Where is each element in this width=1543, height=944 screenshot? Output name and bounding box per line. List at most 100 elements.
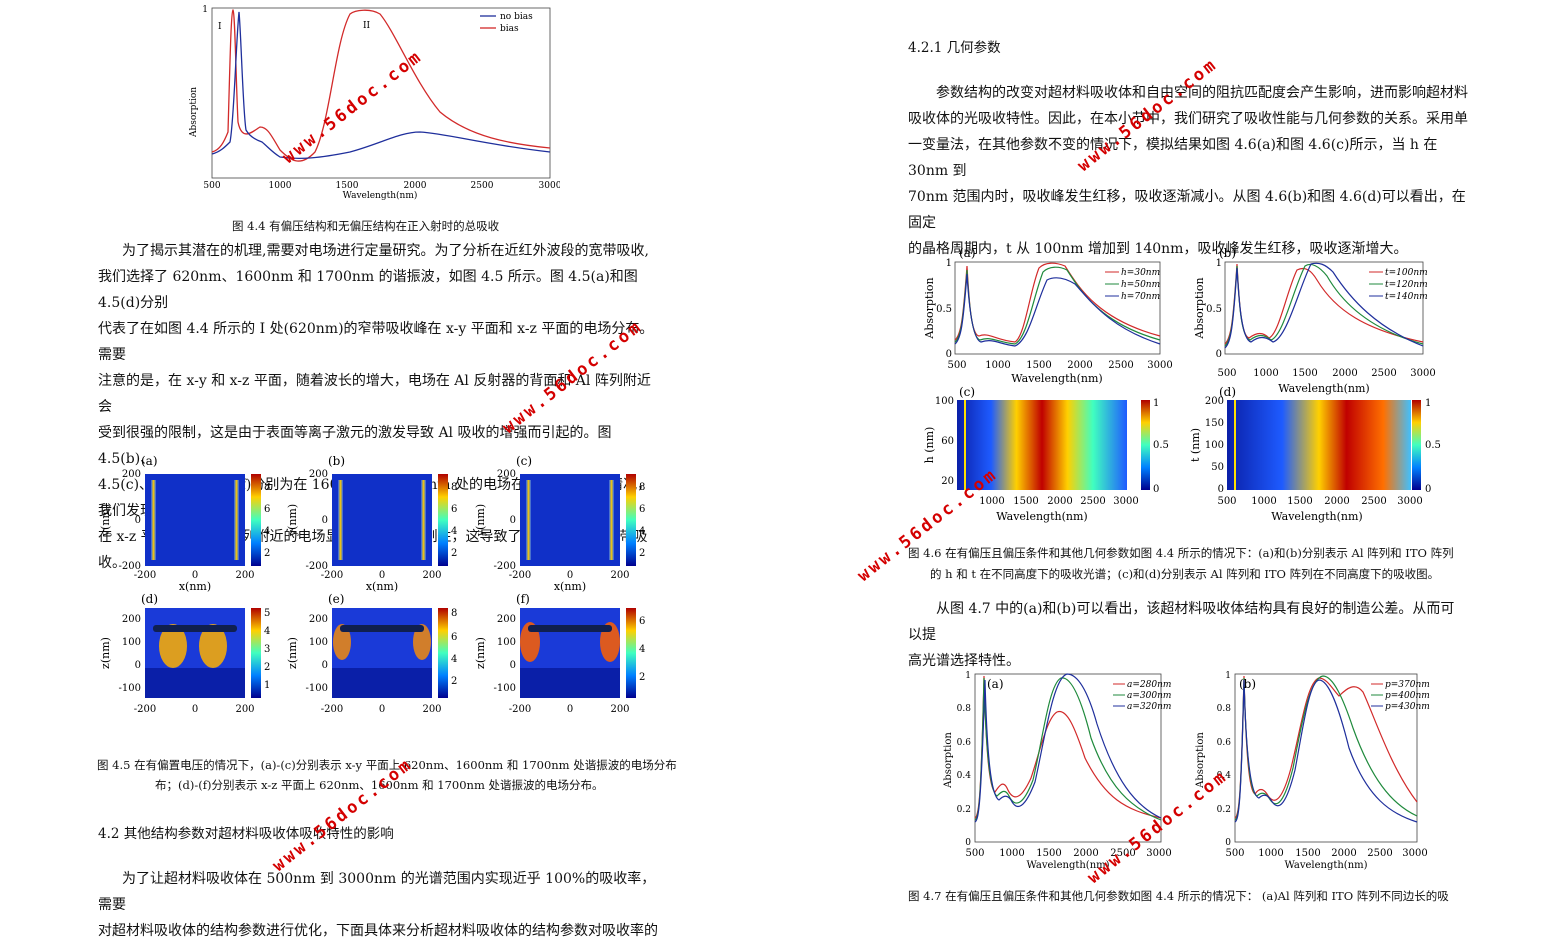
svg-text:0: 0 [135, 515, 141, 526]
svg-text:6: 6 [451, 504, 457, 515]
fig44-caption: 图 4.4 有偏压结构和无偏压结构在正入射时的总吸收 [232, 219, 500, 233]
svg-text:2000: 2000 [1067, 360, 1092, 371]
svg-text:0.4: 0.4 [957, 771, 972, 781]
svg-text:3000: 3000 [1410, 368, 1435, 379]
fig46-caption-line2: 的 h 和 t 在不同高度下的吸收光谱；(c)和(d)分别表示 Al 阵列和 I… [930, 567, 1440, 581]
svg-text:1000: 1000 [1251, 496, 1276, 507]
svg-text:0: 0 [965, 838, 971, 848]
svg-text:2: 2 [264, 662, 270, 673]
svg-text:0: 0 [567, 704, 573, 715]
svg-text:y(nm): y(nm) [99, 504, 112, 537]
fig46a-curve-h50 [954, 266, 1161, 345]
svg-text:200: 200 [235, 570, 254, 581]
svg-text:100: 100 [497, 637, 516, 648]
svg-text:-100: -100 [494, 683, 516, 694]
svg-text:6: 6 [639, 504, 645, 515]
fig44-mark-i: I [218, 22, 222, 32]
svg-text:2: 2 [639, 672, 645, 683]
svg-text:1500: 1500 [336, 181, 359, 191]
svg-text:200: 200 [497, 614, 516, 625]
svg-text:8: 8 [451, 482, 457, 493]
fig45-ylabels: y(nm) y(nm) y(nm) z(nm) z(nm) z(nm) [99, 504, 487, 669]
fig47-legends: a=280nm a=300nm a=320nm p=370nm p=400nm … [1113, 680, 1430, 712]
svg-text:x(nm): x(nm) [554, 580, 586, 593]
svg-text:0: 0 [946, 349, 952, 360]
svg-text:-200: -200 [321, 570, 343, 581]
fig-4-5-field-maps: (a) (b) (c) (d) (e) (f) y(nm) y(nm) y(nm… [99, 454, 645, 715]
fig46-legends: h=30nm h=50nm h=70nm t=100nm t=120nm t=1… [1105, 268, 1428, 302]
svg-text:0.2: 0.2 [957, 805, 971, 815]
svg-text:(e): (e) [328, 592, 344, 606]
svg-text:a=300nm: a=300nm [1127, 691, 1171, 701]
svg-text:0.6: 0.6 [1217, 738, 1232, 748]
svg-text:-200: -200 [134, 704, 156, 715]
fig44-ytick: 1 [202, 5, 208, 15]
svg-text:500: 500 [1217, 368, 1236, 379]
svg-text:y(nm): y(nm) [286, 504, 299, 537]
fig47b-curve-p430 [1234, 679, 1418, 823]
svg-text:3000: 3000 [539, 181, 560, 191]
fig44-curve-no-bias [211, 11, 551, 160]
svg-text:2000: 2000 [1324, 496, 1349, 507]
svg-text:20: 20 [941, 476, 954, 487]
svg-text:-200: -200 [509, 704, 531, 715]
svg-text:z(nm): z(nm) [474, 637, 487, 669]
svg-text:3000: 3000 [1113, 496, 1138, 507]
svg-text:200: 200 [422, 570, 441, 581]
fig46b-curve-t140 [1224, 262, 1424, 349]
svg-text:200: 200 [122, 614, 141, 625]
svg-text:-200: -200 [494, 561, 516, 572]
svg-text:1000: 1000 [1258, 848, 1283, 859]
svg-text:8: 8 [264, 482, 270, 493]
fig46-axis-labels: Absorption Absorption Wavelength(nm) Wav… [923, 277, 1370, 523]
svg-text:4: 4 [639, 526, 645, 537]
svg-text:Wavelength(nm): Wavelength(nm) [1284, 860, 1367, 871]
svg-text:3000: 3000 [1147, 360, 1172, 371]
svg-text:1000: 1000 [999, 848, 1024, 859]
svg-text:1: 1 [946, 258, 952, 269]
svg-text:(a): (a) [959, 246, 976, 260]
svg-text:2000: 2000 [1047, 496, 1072, 507]
svg-text:1500: 1500 [1292, 368, 1317, 379]
svg-text:0: 0 [567, 570, 573, 581]
fig44-legend-bias: bias [500, 24, 519, 34]
svg-text:z(nm): z(nm) [99, 637, 112, 669]
svg-text:0.2: 0.2 [1217, 805, 1231, 815]
fig45-caption-line2: 布；(d)-(f)分别表示 x-z 平面上 620nm、1600nm 和 170… [155, 778, 604, 792]
svg-text:1000: 1000 [269, 181, 292, 191]
svg-text:(d): (d) [141, 592, 158, 606]
svg-text:2: 2 [264, 548, 270, 559]
fig47-caption: 图 4.7 在有偏压且偏压条件和其他几何参数如图 4.4 所示的情况下： (a)… [908, 889, 1449, 903]
fig45-panel-labels: (a) (b) (c) (d) (e) (f) [141, 454, 532, 606]
fig-4-4-chart: Absorption 1 500 1000 1500 2000 2500 300… [189, 5, 560, 201]
svg-text:p=370nm: p=370nm [1385, 680, 1430, 690]
svg-text:1000: 1000 [985, 360, 1010, 371]
svg-text:(c): (c) [516, 454, 532, 468]
panel-b [332, 474, 448, 566]
svg-text:100: 100 [1205, 440, 1224, 451]
svg-text:2500: 2500 [1361, 496, 1386, 507]
fig47b-curve-p400 [1234, 675, 1418, 821]
svg-text:2: 2 [451, 676, 457, 687]
svg-text:4: 4 [451, 654, 457, 665]
svg-text:1: 1 [1153, 398, 1159, 409]
fig47-ylabels: Absorption Absorption [943, 732, 1206, 789]
svg-text:200: 200 [235, 704, 254, 715]
svg-text:-200: -200 [306, 561, 328, 572]
fig45-xlabels: x(nm) x(nm) x(nm) [179, 580, 586, 593]
svg-text:-100: -100 [306, 683, 328, 694]
svg-text:3000: 3000 [1397, 496, 1422, 507]
fig44-curve-bias [211, 9, 551, 162]
svg-text:h=30nm: h=30nm [1121, 268, 1160, 278]
svg-text:2000: 2000 [1331, 848, 1356, 859]
svg-text:6: 6 [451, 632, 457, 643]
svg-text:3000: 3000 [1146, 848, 1171, 859]
svg-text:1: 1 [965, 671, 971, 681]
svg-text:4: 4 [264, 626, 270, 637]
svg-text:0.5: 0.5 [936, 304, 952, 315]
svg-text:(c): (c) [959, 385, 975, 399]
svg-text:0.5: 0.5 [1206, 304, 1222, 315]
svg-text:(b): (b) [1239, 677, 1256, 691]
svg-text:100: 100 [309, 637, 328, 648]
panel-d [145, 608, 261, 698]
